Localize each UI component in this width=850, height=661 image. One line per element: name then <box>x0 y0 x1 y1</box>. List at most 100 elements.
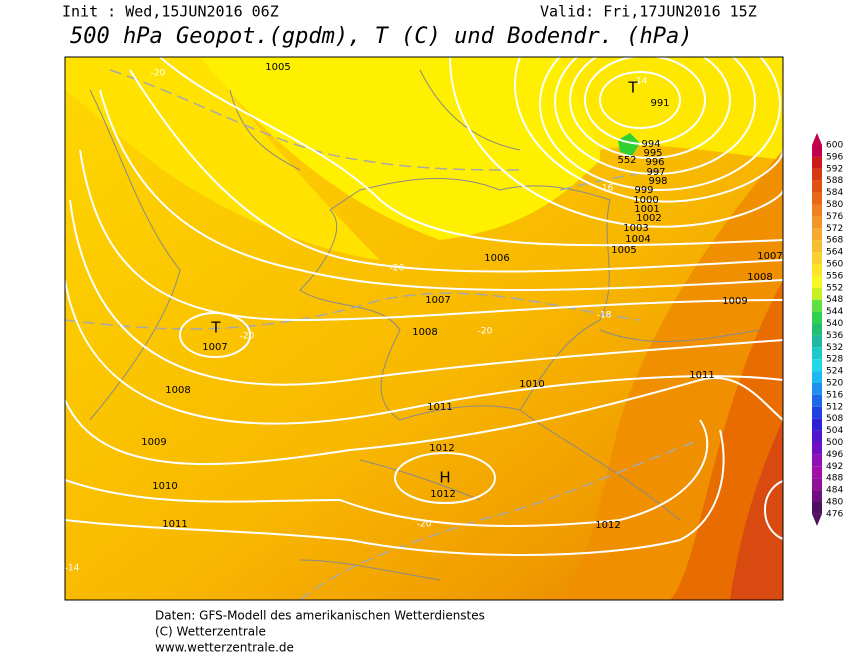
colorbar-swatch <box>812 156 822 169</box>
contour-label: 1008 <box>165 385 190 396</box>
colorbar-label: 520 <box>826 379 843 389</box>
contour-label: 1003 <box>623 223 648 234</box>
coastline <box>89 69 761 581</box>
isobar <box>514 57 783 203</box>
colorbar-swatch <box>812 335 822 348</box>
isobar <box>65 279 783 425</box>
colorbar-label: 488 <box>826 474 843 484</box>
colorbar-label: 492 <box>826 462 843 472</box>
isobar <box>65 429 725 556</box>
colorbar-label: 548 <box>826 295 843 305</box>
isobar <box>65 419 709 527</box>
isobar <box>449 57 783 228</box>
contour-label: -18 <box>597 311 612 321</box>
colorbar-swatch <box>812 394 822 407</box>
contour-label: 1004 <box>625 234 650 245</box>
colorbar-label: 496 <box>826 450 843 460</box>
pressure-center: T <box>627 79 638 97</box>
contour-label: 1007 <box>425 295 450 306</box>
colorbar-label: 572 <box>826 224 843 234</box>
colorbar-label: 592 <box>826 164 843 174</box>
pressure-center: H <box>439 469 450 487</box>
contour-label: 1006 <box>484 253 509 264</box>
colorbar-swatch <box>812 383 822 395</box>
field-yellow <box>200 57 600 240</box>
colorbar-swatch <box>812 442 822 455</box>
contour-label: -14 <box>65 564 80 574</box>
contour-label: 1012 <box>595 520 620 531</box>
colorbar-label: 568 <box>826 236 843 246</box>
contour-label: 1010 <box>519 379 544 390</box>
isobar <box>764 480 783 540</box>
contour-label: 552 <box>617 155 636 166</box>
colorbar-tip <box>812 513 822 526</box>
contour-label: -14 <box>633 77 648 87</box>
colorbar-swatch <box>812 454 822 467</box>
colorbar-swatch <box>812 299 822 312</box>
isobar <box>159 57 783 247</box>
contour-label: -16 <box>599 184 614 194</box>
colorbar-label: 504 <box>826 426 843 436</box>
isobar <box>99 89 783 291</box>
contour-label: 994 <box>641 139 660 150</box>
contour-label: 1009 <box>722 296 747 307</box>
colorbar-swatch <box>812 406 822 419</box>
footer-url: www.wetterzentrale.de <box>155 641 294 655</box>
isobar <box>584 57 706 145</box>
contour-label: 1002 <box>636 213 661 224</box>
colorbar-swatch <box>812 275 822 288</box>
isobar <box>79 149 783 322</box>
contour-label: 999 <box>634 185 653 196</box>
colorbar-label: 564 <box>826 248 843 258</box>
field-red <box>730 420 783 600</box>
colorbar-label: 512 <box>826 402 843 412</box>
colorbar-label: 556 <box>826 271 843 281</box>
contour-label: 1012 <box>429 443 454 454</box>
colorbar-label: 560 <box>826 260 843 270</box>
colorbar-swatch <box>812 145 822 157</box>
isobar <box>65 377 783 466</box>
colorbar-swatch <box>812 180 822 193</box>
footer-copyright: (C) Wetterzentrale <box>155 625 266 639</box>
colorbar-label: 540 <box>826 319 843 329</box>
contour-label: 1011 <box>427 402 452 413</box>
contour-label: 997 <box>646 167 665 178</box>
colorbar-swatch <box>812 287 822 300</box>
map-title: 500 hPa Geopot.(gpdm), T (C) und Bodendr… <box>70 24 693 49</box>
colorbar-swatch <box>812 359 822 372</box>
colorbar-swatch <box>812 240 822 253</box>
colorbar-label: 552 <box>826 283 843 293</box>
colorbar-swatch <box>812 466 822 479</box>
colorbar-swatch <box>812 478 822 491</box>
colorbar-swatch <box>812 252 822 264</box>
colorbar-swatch <box>812 204 822 217</box>
isobar <box>539 57 781 191</box>
colorbar-swatch <box>812 323 822 336</box>
colorbar-label: 532 <box>826 343 843 353</box>
colorbar-swatch <box>812 264 822 276</box>
colorbar-label: 600 <box>826 141 843 151</box>
contour-label: 1005 <box>611 245 636 256</box>
isobar <box>554 57 756 175</box>
isobar <box>569 57 731 159</box>
country-border <box>299 178 611 421</box>
colorbar-swatch <box>812 490 822 502</box>
colorbar-label: 588 <box>826 176 843 186</box>
pressure-center: T <box>210 319 221 337</box>
temperature-lines <box>65 69 701 600</box>
contour-label: 1008 <box>412 327 437 338</box>
contour-label: -20 <box>417 520 432 530</box>
colorbar-label: 528 <box>826 355 843 365</box>
init-time: Init : Wed,15JUN2016 06Z <box>62 3 279 21</box>
field-green <box>618 133 640 156</box>
colorbar-swatch <box>812 371 822 383</box>
colorbar-label: 500 <box>826 438 843 448</box>
isobars <box>65 57 783 556</box>
isotherm <box>65 292 641 330</box>
contour-label: -20 <box>478 327 493 337</box>
colorbar-label: 476 <box>826 509 843 519</box>
map: -201005-14T99155299499599699799899910001… <box>65 57 783 600</box>
isotherm <box>109 69 521 171</box>
